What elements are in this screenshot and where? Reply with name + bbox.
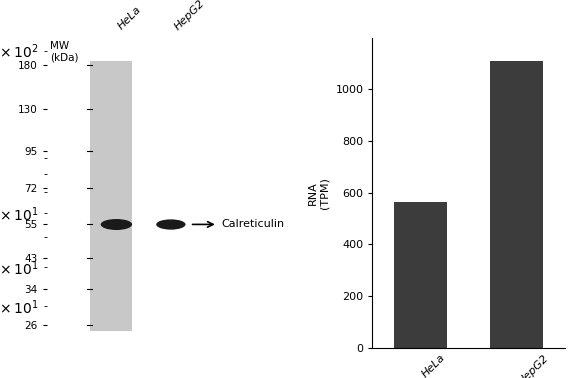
Bar	[394, 202, 447, 348]
Y-axis label: RNA
(TPM): RNA (TPM)	[307, 177, 330, 209]
Text: MW
(kDa): MW (kDa)	[50, 41, 79, 62]
Bar	[490, 61, 543, 348]
Text: Calreticulin: Calreticulin	[221, 219, 284, 229]
Text: HepG2: HepG2	[172, 0, 206, 32]
Text: HeLa: HeLa	[116, 5, 144, 32]
Ellipse shape	[101, 219, 132, 230]
FancyBboxPatch shape	[90, 61, 132, 330]
Ellipse shape	[156, 219, 186, 230]
